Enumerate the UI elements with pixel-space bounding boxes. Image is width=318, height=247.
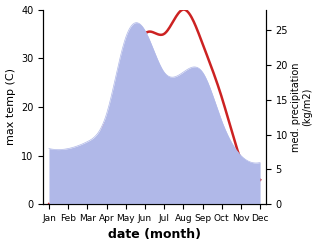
X-axis label: date (month): date (month) bbox=[108, 228, 201, 242]
Y-axis label: med. precipitation
(kg/m2): med. precipitation (kg/m2) bbox=[291, 62, 313, 152]
Y-axis label: max temp (C): max temp (C) bbox=[5, 68, 16, 145]
